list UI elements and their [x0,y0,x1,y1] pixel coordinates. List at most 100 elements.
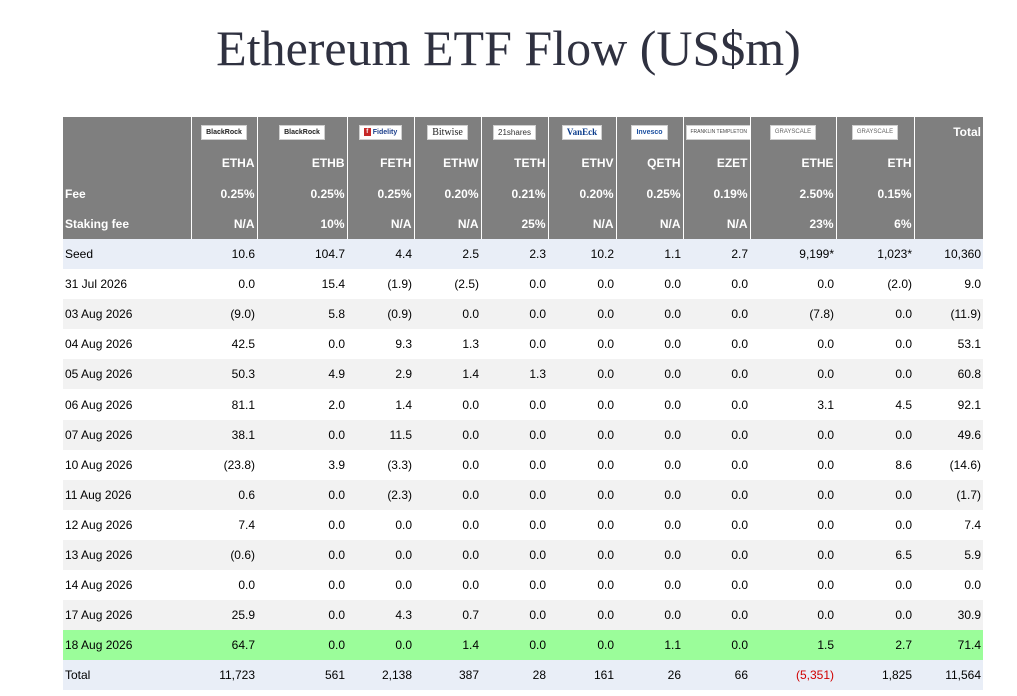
flow-value: 4.3 [347,600,414,631]
flow-value: 0.0 [616,419,683,450]
ticker-header: ETHB [257,147,348,178]
row-date: 05 Aug 2026 [63,359,191,390]
row-total: 53.1 [914,329,983,360]
flow-value: 0.0 [836,299,914,330]
flow-value: 0.0 [683,570,750,601]
table-body: BlackRock BlackRock f Fidelity Bitwise 21shar… [63,117,983,691]
flow-value: 0.0 [548,389,616,420]
row-total: (14.6) [914,449,983,480]
flow-value: 0.0 [481,269,548,300]
flow-value: 64.7 [191,630,257,661]
flow-value: 0.0 [481,389,548,420]
total-value: 26 [616,660,683,691]
staking-fee-value: N/A [347,209,415,239]
flow-value: 0.0 [191,570,257,601]
flow-value: 1.4 [414,359,481,390]
total-value: 11,723 [191,660,257,691]
row-total: 0.0 [914,570,983,601]
flow-value: 0.0 [257,509,347,540]
flow-value: 0.0 [414,479,481,510]
fee-value: 0.15% [836,178,915,209]
table-row: 04 Aug 2026 42.5 0.0 9.3 1.3 0.0 0.0 0.0 0.0 0.0 0… [63,329,983,360]
table-row: 17 Aug 2026 25.9 0.0 4.3 0.7 0.0 0.0 0.0 0.0 0.0 0… [63,600,983,631]
flow-value: 2.7 [836,630,914,661]
flow-value: 0.0 [683,539,750,571]
flow-value: 0.0 [836,329,914,360]
flow-value: 0.0 [257,329,347,360]
flow-value: (3.3) [347,449,414,480]
flow-value: 9.3 [347,329,414,360]
flow-value: (1.9) [347,269,414,300]
flow-value: 0.0 [683,269,750,300]
fee-value: 0.25% [616,178,684,209]
flow-value: 25.9 [191,600,257,631]
flow-value: 1.4 [414,630,481,661]
fee-label: Fee [63,178,192,209]
flow-value: 0.0 [616,269,683,300]
issuer-logo: GRAYSCALE [769,124,817,140]
flow-value: 81.1 [191,389,257,420]
flow-value: 0.0 [683,509,750,540]
flow-value: 8.6 [836,449,914,480]
etf-flow-table: BlackRock BlackRock f Fidelity Bitwise 21shar… [63,117,983,691]
flow-value: 0.0 [347,570,414,601]
total-label: Total [63,660,191,691]
table-row: Seed 10.6 104.7 4.4 2.5 2.3 10.2 1.1 2.7 9,199* 1,… [63,239,983,270]
flow-value: 0.0 [548,449,616,480]
flow-value: 0.0 [836,509,914,540]
staking-fee-value: 6% [836,209,915,239]
flow-value: 3.9 [257,449,347,480]
flow-value: 0.0 [414,389,481,420]
flow-value: 0.0 [750,329,836,360]
row-total: 49.6 [914,419,983,450]
fee-total-blank [914,178,983,209]
flow-value: 0.0 [481,479,548,510]
row-total: 9.0 [914,269,983,300]
row-date: 07 Aug 2026 [63,419,191,450]
table-row: 06 Aug 2026 81.1 2.0 1.4 0.0 0.0 0.0 0.0 0.0 3.1 4… [63,389,983,420]
flow-value: 0.0 [683,630,750,661]
row-date: 13 Aug 2026 [63,539,191,571]
flow-value: (0.6) [191,539,257,571]
grand-total: 11,564 [914,660,983,691]
flow-value: 0.0 [481,600,548,631]
fidelity-mark-icon: f [363,127,371,136]
staking-fee-value: N/A [548,209,617,239]
flow-value: 0.0 [750,539,836,571]
row-total: 92.1 [914,389,983,420]
flow-value: 0.0 [616,600,683,631]
flow-value: 0.0 [683,299,750,330]
table-row: 03 Aug 2026 (9.0) 5.8 (0.9) 0.0 0.0 0.0 0.0 0.0(… [63,299,983,330]
issuer-logo-cell: VanEck [548,117,617,147]
page-title: Ethereum ETF Flow (US$m) [216,20,801,76]
flow-value: 0.0 [683,419,750,450]
table-row: 13 Aug 2026 (0.6) 0.0 0.0 0.0 0.0 0.0 0.0 0.0 0.0… [63,539,983,571]
flow-value: 0.0 [548,359,616,390]
table-row: 18 Aug 2026 64.7 0.0 0.0 1.4 0.0 0.0 1.1 0.0 1.5 2… [63,630,983,661]
fee-value: 0.19% [683,178,751,209]
fee-row: Fee 0.25% 0.25% 0.25% 0.20% 0.21% 0.20% 0.25% 0… [63,178,983,209]
total-value: 2,138 [347,660,414,691]
ticker-header: ETH [836,147,915,178]
flow-value: (0.9) [347,299,414,330]
flow-value: 6.5 [836,539,914,571]
row-date: 06 Aug 2026 [63,389,191,420]
flow-value: 0.0 [414,299,481,330]
flow-value: 104.7 [257,239,347,270]
flow-value: 0.0 [616,539,683,571]
issuer-logo: VanEck [561,124,603,140]
staking-fee-value: N/A [683,209,751,239]
fee-value: 0.21% [481,178,549,209]
flow-value: 2.3 [481,239,548,270]
issuer-logo-cell: Bitwise [414,117,482,147]
flow-value: 2.9 [347,359,414,390]
flow-value: 0.0 [616,299,683,330]
fee-value: 0.20% [414,178,482,209]
flow-value: (7.8) [750,299,836,330]
flow-value: 0.0 [257,630,347,661]
issuer-logo: FRANKLIN TEMPLETON [685,124,749,140]
flow-value: 4.5 [836,389,914,420]
flow-value: 0.0 [548,630,616,661]
fee-value: 0.25% [191,178,258,209]
table-row: 14 Aug 2026 0.0 0.0 0.0 0.0 0.0 0.0 0.0 0.0 0.0 0.… [63,570,983,601]
